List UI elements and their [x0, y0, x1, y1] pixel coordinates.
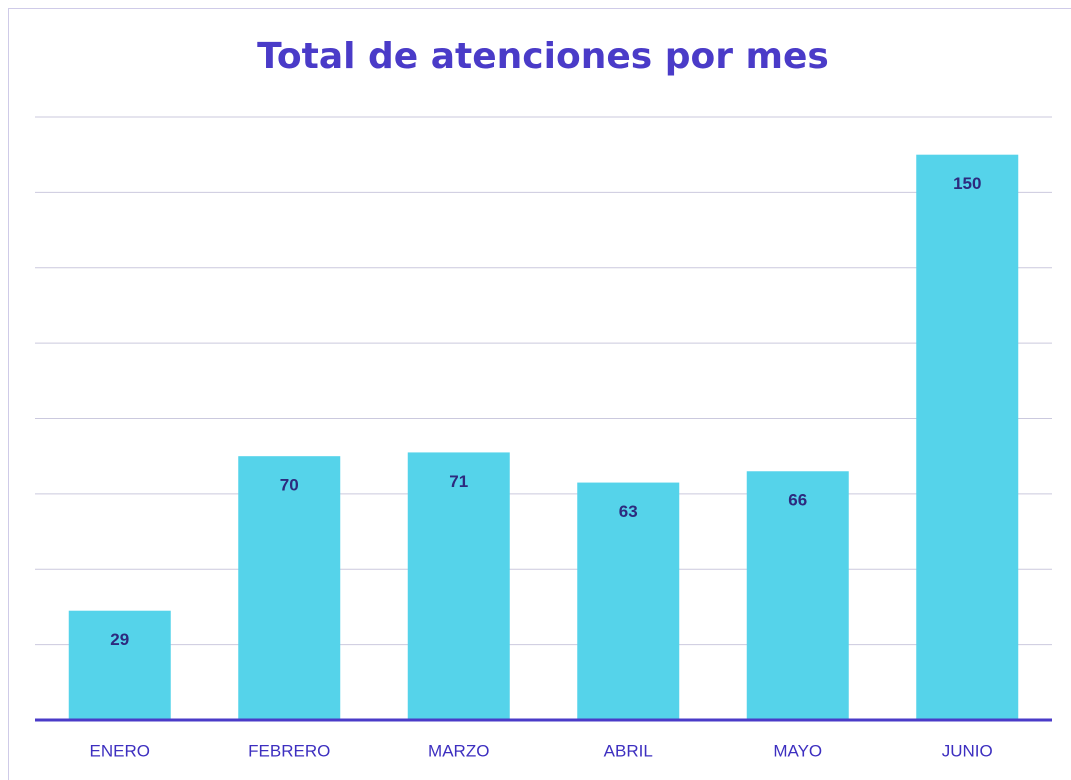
bar	[68, 610, 171, 720]
chart-title: Total de atenciones por mes	[257, 36, 829, 77]
bar	[407, 452, 510, 720]
x-tick-label: FEBRERO	[248, 741, 330, 760]
value-label: 150	[953, 174, 981, 193]
bar	[238, 456, 341, 720]
x-tick-label: ABRIL	[604, 741, 653, 760]
value-label: 71	[449, 472, 468, 491]
value-label: 70	[280, 476, 299, 495]
x-tick-label: MARZO	[428, 741, 489, 760]
value-label: 29	[110, 630, 129, 649]
x-tick-label: JUNIO	[942, 741, 993, 760]
x-tick-label: ENERO	[90, 741, 150, 760]
value-label: 66	[788, 491, 807, 510]
bar	[577, 482, 680, 720]
bar	[746, 471, 849, 720]
bar	[916, 154, 1019, 720]
x-tick-label: MAYO	[773, 741, 822, 760]
value-label: 63	[619, 502, 638, 521]
card-border	[8, 8, 1071, 780]
